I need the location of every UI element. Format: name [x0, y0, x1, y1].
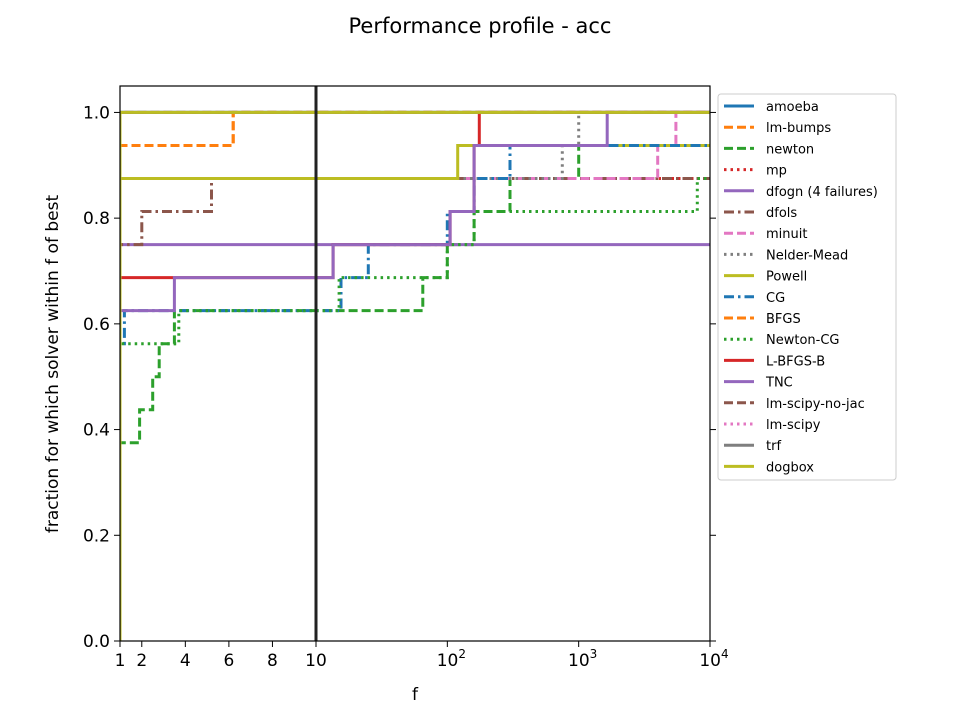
y-tick-label: 1.0	[83, 103, 110, 123]
x-tick-label: 10	[305, 651, 327, 671]
legend-label: CG	[766, 291, 785, 306]
x-tick-label: 1	[115, 651, 126, 671]
y-tick-label: 0.6	[83, 315, 110, 335]
series-line-trf	[120, 110, 710, 641]
y-tick-label: 0.0	[83, 632, 110, 652]
legend-label: dogbox	[766, 460, 814, 475]
series-line-dogbox	[120, 110, 710, 641]
x-tick-label: 6	[223, 651, 234, 671]
legend-label: dfols	[766, 206, 797, 221]
axes: 0.0 0.2 0.4 0.6 0.8 1.0 1 2 4 6 8 10 102 103 104	[83, 85, 729, 671]
legend-label: mp	[766, 164, 787, 179]
y-axis-label: fraction for which solver within f of be…	[43, 195, 63, 534]
series-line-bfgs	[120, 110, 710, 641]
legend-label: Powell	[766, 270, 807, 285]
legend-label: dfogn (4 failures)	[766, 185, 878, 200]
y-tick-label: 0.8	[83, 209, 110, 229]
legend-label: lm-scipy	[766, 418, 821, 433]
legend-label: lm-scipy-no-jac	[766, 397, 865, 412]
series-line-nelder-mead	[120, 110, 710, 641]
legend: amoeba lm-bumps newton mp dfogn (4 failures)…	[717, 93, 897, 481]
series-line-minuit	[120, 110, 710, 641]
legend-label: trf	[766, 439, 781, 454]
legend-label: minuit	[766, 227, 807, 242]
axes-frame	[119, 85, 711, 642]
plot-area	[120, 110, 710, 641]
series-line-amoeba	[120, 110, 710, 641]
x-tick-label: 102	[437, 647, 466, 671]
legend-label: TNC	[765, 376, 793, 391]
series-line-newton	[120, 144, 710, 641]
chart-title: Performance profile - acc	[349, 14, 612, 38]
series-line-tnc	[120, 110, 710, 641]
series-line-newton-cg	[120, 177, 710, 641]
legend-label: amoeba	[766, 100, 819, 115]
series-line-mp	[120, 177, 710, 641]
legend-label: Nelder-Mead	[766, 248, 848, 263]
x-tick-label: 103	[568, 647, 597, 671]
series-line-lm-scipy-no-jac	[120, 110, 710, 641]
series-line-cg	[120, 144, 710, 641]
legend-box	[717, 93, 897, 481]
x-tick-label: 104	[699, 647, 728, 671]
x-tick-label: 8	[267, 651, 278, 671]
legend-label: BFGS	[766, 312, 801, 327]
series-line-l-bfgs-b	[120, 110, 710, 641]
legend-label: Newton-CG	[766, 333, 840, 348]
series-line-dfogn-4-failures-	[120, 243, 710, 641]
legend-label: newton	[766, 142, 814, 157]
legend-label: L-BFGS-B	[766, 354, 825, 369]
series-line-dfols	[120, 177, 710, 641]
legend-label: lm-bumps	[766, 121, 831, 136]
series-line-lm-scipy	[120, 110, 710, 641]
x-tick-label: 4	[180, 651, 191, 671]
y-tick-label: 0.4	[83, 421, 110, 441]
series-line-powell	[120, 144, 710, 641]
x-axis-label: f	[412, 685, 419, 705]
series-line-lm-bumps	[120, 110, 710, 641]
y-tick-label: 0.2	[83, 526, 110, 546]
x-tick-label: 2	[136, 651, 147, 671]
